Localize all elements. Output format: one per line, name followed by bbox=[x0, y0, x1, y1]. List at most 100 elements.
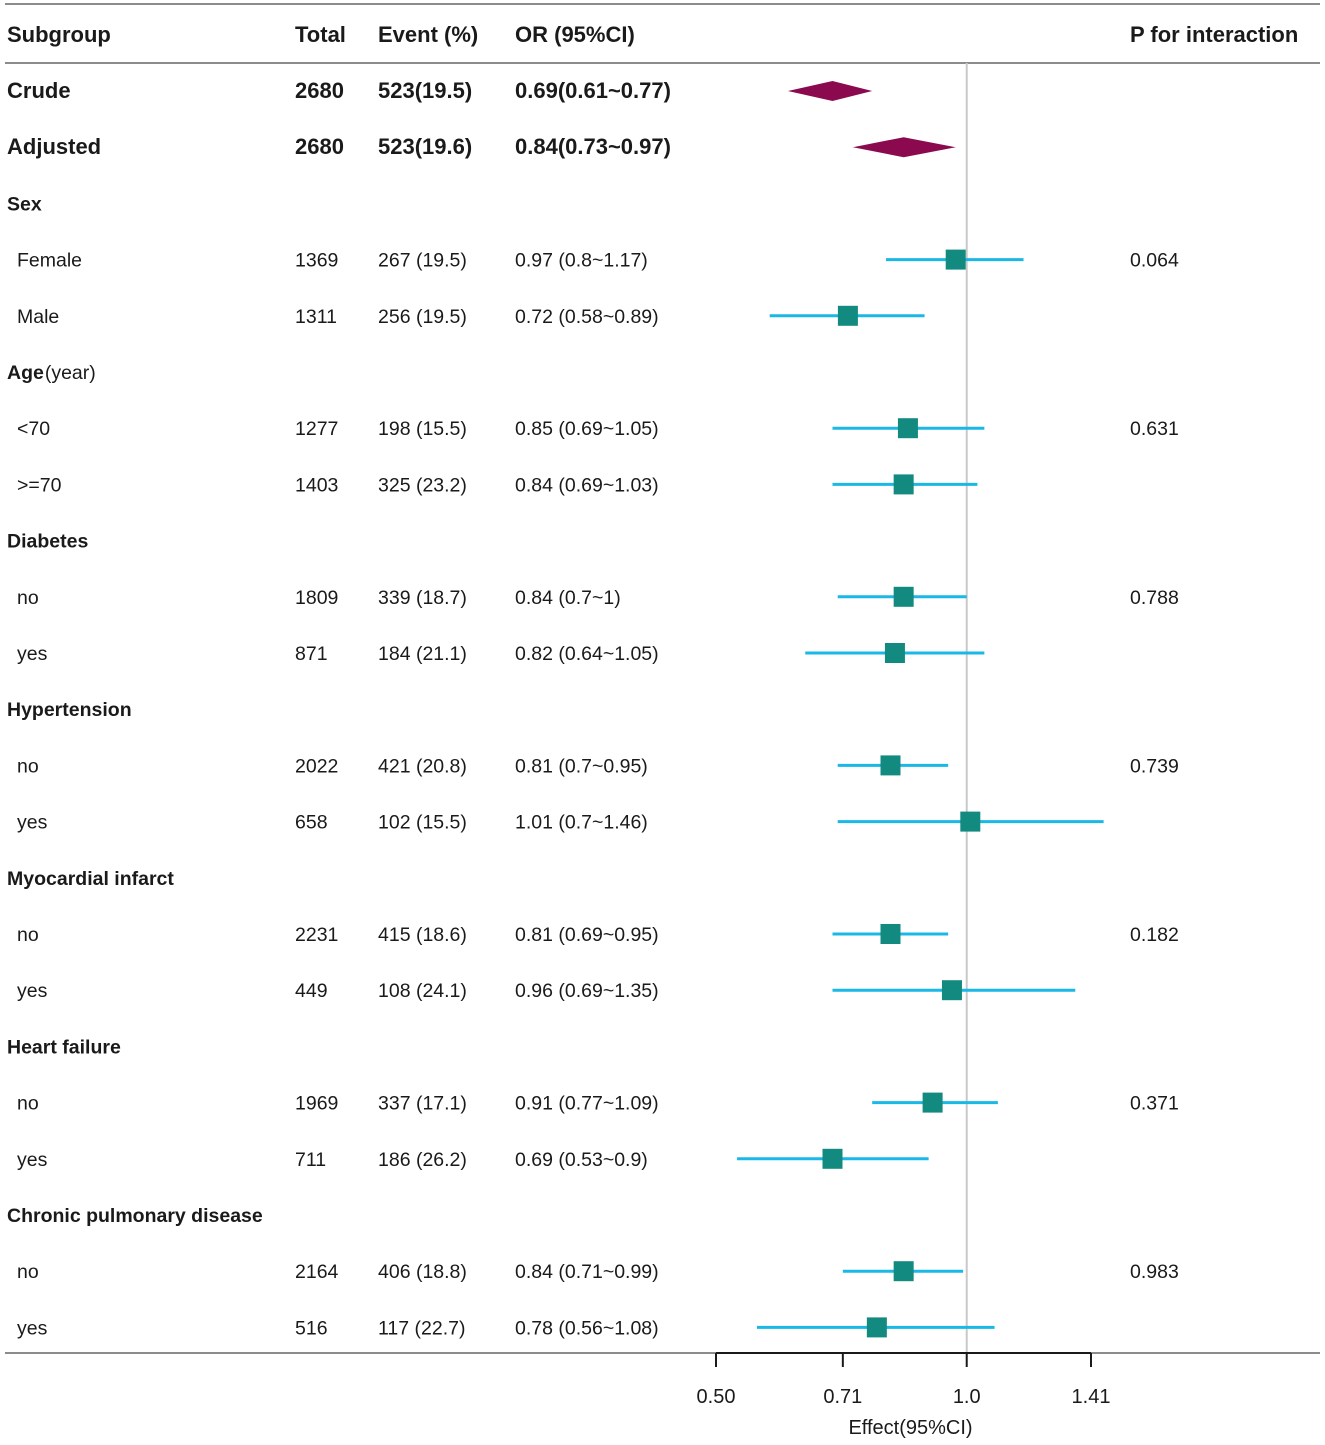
subgroup-row-or-text: 0.97 (0.8~1.17) bbox=[515, 250, 648, 272]
overall-label: Adjusted bbox=[7, 134, 101, 159]
p-interaction-value: 0.064 bbox=[1130, 250, 1179, 272]
subgroup-heading: Chronic pulmonary disease bbox=[7, 1205, 263, 1227]
x-axis-tick-label: 0.50 bbox=[697, 1386, 736, 1408]
subgroup-row-event: 198 (15.5) bbox=[378, 418, 467, 440]
overall-diamond bbox=[852, 137, 956, 158]
subgroup-row-label: no bbox=[17, 1261, 39, 1283]
p-interaction-value: 0.983 bbox=[1130, 1261, 1179, 1283]
point-estimate-square bbox=[837, 305, 858, 326]
subgroup-row-total: 516 bbox=[295, 1317, 328, 1339]
point-estimate-square bbox=[880, 924, 901, 944]
overall-or-text: 0.84(0.73~0.97) bbox=[515, 134, 671, 159]
subgroup-row-label: yes bbox=[17, 980, 48, 1002]
subgroup-row-label: yes bbox=[17, 643, 48, 665]
subgroup-row-label: no bbox=[17, 755, 39, 777]
subgroup-row-event: 108 (24.1) bbox=[378, 980, 467, 1002]
subgroup-heading-unit: (year) bbox=[45, 362, 96, 384]
column-header-subgroup: Subgroup bbox=[7, 22, 111, 47]
subgroup-row-total: 1403 bbox=[295, 474, 338, 496]
subgroup-row-event: 186 (26.2) bbox=[378, 1149, 467, 1171]
subgroup-heading: Myocardial infarct bbox=[7, 868, 174, 890]
subgroup-row-total: 2231 bbox=[295, 924, 338, 946]
subgroup-row-event: 337 (17.1) bbox=[378, 1093, 467, 1115]
x-axis-tick-label: 1.41 bbox=[1072, 1386, 1111, 1408]
p-interaction-value: 0.739 bbox=[1130, 755, 1179, 777]
subgroup-row-or-text: 0.85 (0.69~1.05) bbox=[515, 418, 659, 440]
subgroup-row-label: <70 bbox=[17, 418, 50, 440]
subgroup-row-or-text: 0.81 (0.69~0.95) bbox=[515, 924, 659, 946]
column-header-or: OR (95%CI) bbox=[515, 22, 635, 47]
subgroup-row-or-text: 1.01 (0.7~1.46) bbox=[515, 812, 648, 834]
subgroup-row-label: Male bbox=[17, 306, 59, 328]
subgroup-row-label: yes bbox=[17, 1317, 48, 1339]
subgroup-row-or-text: 0.78 (0.56~1.08) bbox=[515, 1317, 659, 1339]
point-estimate-square bbox=[897, 418, 918, 439]
p-interaction-value: 0.631 bbox=[1130, 418, 1179, 440]
subgroup-row-event: 267 (19.5) bbox=[378, 250, 467, 272]
subgroup-heading: Sex bbox=[7, 193, 42, 215]
point-estimate-square bbox=[893, 1261, 914, 1282]
subgroup-row-event: 415 (18.6) bbox=[378, 924, 467, 946]
subgroup-row-total: 1311 bbox=[295, 306, 337, 328]
point-estimate-square bbox=[884, 643, 905, 663]
overall-event: 523(19.6) bbox=[378, 134, 472, 159]
subgroup-row-event: 102 (15.5) bbox=[378, 812, 467, 834]
subgroup-row-total: 871 bbox=[295, 643, 328, 665]
column-header-p-interaction: P for interaction bbox=[1130, 22, 1298, 47]
subgroup-row-event: 117 (22.7) bbox=[378, 1317, 465, 1339]
subgroup-row-total: 711 bbox=[295, 1149, 326, 1171]
subgroup-row-total: 2022 bbox=[295, 755, 338, 777]
overall-event: 523(19.5) bbox=[378, 78, 472, 103]
subgroup-row-or-text: 0.69 (0.53~0.9) bbox=[515, 1149, 648, 1171]
subgroup-heading: Heart failure bbox=[7, 1036, 121, 1058]
subgroup-row-total: 449 bbox=[295, 980, 328, 1002]
subgroup-row-or-text: 0.96 (0.69~1.35) bbox=[515, 980, 659, 1002]
subgroup-row-or-text: 0.72 (0.58~0.89) bbox=[515, 306, 659, 328]
p-interaction-value: 0.182 bbox=[1130, 924, 1179, 946]
x-axis-tick-label: 0.71 bbox=[823, 1386, 862, 1408]
subgroup-row-label: no bbox=[17, 587, 39, 609]
subgroup-heading: Diabetes bbox=[7, 531, 88, 553]
overall-label: Crude bbox=[7, 78, 71, 103]
p-interaction-value: 0.371 bbox=[1130, 1093, 1179, 1115]
subgroup-row-event: 256 (19.5) bbox=[378, 306, 467, 328]
subgroup-row-total: 1369 bbox=[295, 250, 338, 272]
point-estimate-square bbox=[941, 980, 962, 1001]
p-interaction-value: 0.788 bbox=[1130, 587, 1179, 609]
x-axis-title: Effect(95%CI) bbox=[848, 1417, 972, 1439]
overall-diamond bbox=[787, 81, 873, 101]
point-estimate-square bbox=[960, 811, 981, 832]
overall-or-text: 0.69(0.61~0.77) bbox=[515, 78, 671, 103]
overall-total: 2680 bbox=[295, 134, 344, 159]
subgroup-row-or-text: 0.81 (0.7~0.95) bbox=[515, 755, 648, 777]
subgroup-row-or-text: 0.91 (0.77~1.09) bbox=[515, 1093, 659, 1115]
subgroup-row-total: 1277 bbox=[295, 418, 338, 440]
point-estimate-square bbox=[893, 474, 914, 495]
subgroup-row-event: 325 (23.2) bbox=[378, 474, 467, 496]
subgroup-row-total: 2164 bbox=[295, 1261, 339, 1283]
subgroup-row-label: no bbox=[17, 924, 39, 946]
subgroup-row-label: yes bbox=[17, 1149, 48, 1171]
point-estimate-square bbox=[822, 1148, 843, 1169]
subgroup-row-or-text: 0.84 (0.71~0.99) bbox=[515, 1261, 659, 1283]
point-estimate-square bbox=[922, 1092, 943, 1113]
subgroup-row-total: 658 bbox=[295, 812, 328, 834]
x-axis-tick-label: 1.0 bbox=[953, 1386, 981, 1408]
subgroup-heading: Age bbox=[7, 362, 44, 384]
subgroup-row-label: no bbox=[17, 1093, 39, 1115]
column-header-total: Total bbox=[295, 22, 346, 47]
subgroup-row-label: yes bbox=[17, 812, 48, 834]
point-estimate-square bbox=[880, 755, 901, 776]
point-estimate-square bbox=[945, 249, 966, 270]
subgroup-row-event: 406 (18.8) bbox=[378, 1261, 467, 1283]
subgroup-row-event: 184 (21.1) bbox=[378, 643, 467, 665]
subgroup-row-label: >=70 bbox=[17, 474, 62, 496]
point-estimate-square bbox=[866, 1317, 887, 1338]
subgroup-row-event: 421 (20.8) bbox=[378, 755, 467, 777]
subgroup-row-total: 1969 bbox=[295, 1093, 338, 1115]
subgroup-heading: Hypertension bbox=[7, 699, 132, 721]
point-estimate-square bbox=[893, 586, 914, 607]
subgroup-row-or-text: 0.84 (0.7~1) bbox=[515, 587, 621, 609]
subgroup-row-event: 339 (18.7) bbox=[378, 587, 467, 609]
